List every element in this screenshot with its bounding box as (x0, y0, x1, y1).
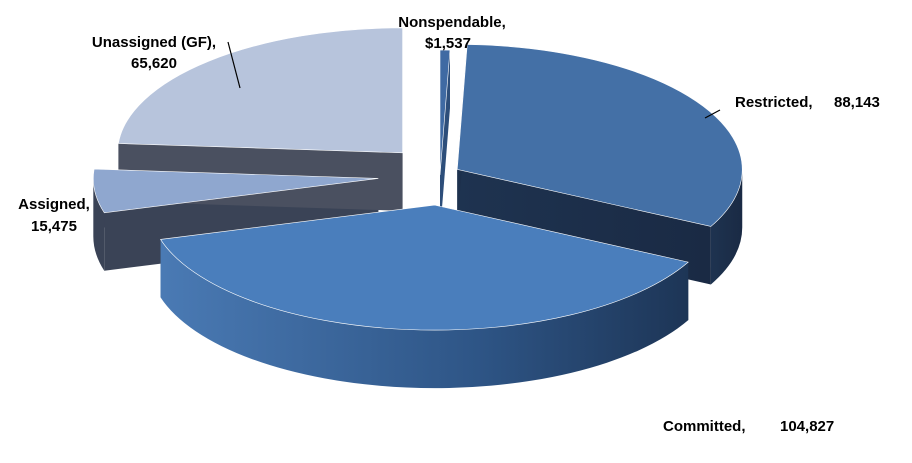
label-committed-name: Committed, (663, 418, 746, 435)
label-assigned-name: Assigned, (18, 196, 90, 213)
label-committed-value: 104,827 (780, 418, 834, 435)
slice-side-committed (160, 239, 689, 389)
slice-committed (160, 204, 689, 331)
label-nonspendable-name: Nonspendable, (398, 14, 506, 31)
slice-assigned (93, 168, 379, 214)
leader-unassigned (227, 41, 241, 89)
slice-side-assigned (93, 178, 105, 271)
slice-tops (93, 27, 743, 331)
label-restricted-name: Restricted, (735, 94, 813, 111)
label-unassigned-name: Unassigned (GF), (92, 34, 216, 51)
slice-restricted (456, 44, 743, 227)
slice-wall-nonspendable (440, 50, 450, 233)
slice-unassigned (118, 27, 403, 154)
label-unassigned-value: 65,620 (131, 55, 177, 72)
leader-lines (227, 41, 721, 119)
label-assigned-value: 15,475 (31, 218, 77, 235)
label-nonspendable-value: $1,537 (425, 35, 471, 52)
slice-side-restricted (710, 169, 743, 285)
label-restricted-value: 88,143 (834, 94, 880, 111)
slice-nonspendable (439, 49, 451, 176)
leader-restricted (704, 109, 721, 119)
